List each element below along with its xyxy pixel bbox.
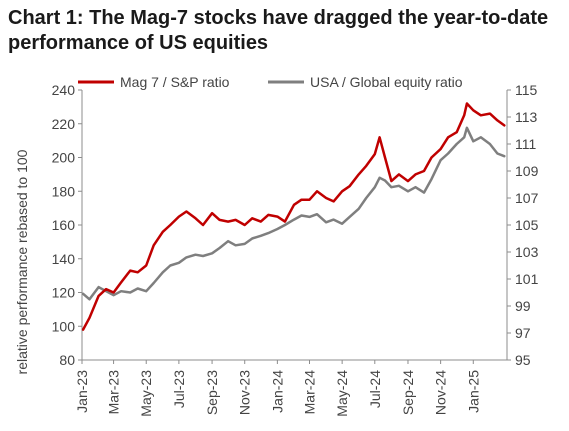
plot-series <box>81 102 506 331</box>
y-right-tick-label: 97 <box>515 325 531 341</box>
y-right-tick-label: 115 <box>515 82 538 98</box>
legend-label-mag7: Mag 7 / S&P ratio <box>120 74 230 90</box>
x-tick-label: Sep-24 <box>400 370 416 415</box>
y-left-tick-label: 200 <box>52 150 76 166</box>
y-right-tick-label: 105 <box>515 217 539 233</box>
y-left-tick-label: 180 <box>52 183 76 199</box>
y-left-tick-label: 220 <box>52 116 76 132</box>
y-right-tick-label: 99 <box>515 298 531 314</box>
y-right-tick-label: 103 <box>515 244 539 260</box>
x-tick-label: Jul-23 <box>171 370 187 408</box>
x-tick-label: Nov-24 <box>433 370 449 415</box>
series-line-usa-global <box>81 126 506 301</box>
y-right-tick-label: 95 <box>515 352 531 368</box>
y-left-tick-label: 100 <box>52 318 76 334</box>
y-left-tick-label: 160 <box>52 217 76 233</box>
x-tick-label: Sep-23 <box>204 370 220 415</box>
legend: Mag 7 / S&P ratio USA / Global equity ra… <box>78 74 463 90</box>
y-right-tick-label: 111 <box>515 136 536 152</box>
y-axis-title: relative performance rebased to 100 <box>14 149 30 374</box>
y-left-tick-label: 140 <box>52 251 76 267</box>
x-tick-label: Jul-24 <box>367 370 383 408</box>
x-tick-label: Jan-24 <box>269 370 285 413</box>
series-line-mag7 <box>81 102 506 331</box>
x-tick-label: Jan-23 <box>74 370 90 413</box>
chart-title: Chart 1: The Mag-7 stocks have dragged t… <box>8 7 549 54</box>
y-left-tick-label: 80 <box>59 352 75 368</box>
x-tick-label: Nov-23 <box>237 370 253 415</box>
y-right-tick-label: 101 <box>515 271 539 287</box>
legend-label-usa-global: USA / Global equity ratio <box>310 74 463 90</box>
y-axis-right: 95 97 99 101 103 105 107 109 111 113 115 <box>506 82 539 368</box>
y-right-tick-label: 109 <box>515 163 539 179</box>
y-axis-left: 80 100 120 140 160 180 200 220 240 <box>52 82 83 368</box>
y-left-tick-label: 240 <box>52 82 76 98</box>
x-tick-label: May-24 <box>334 370 350 417</box>
y-left-tick-label: 120 <box>52 285 76 301</box>
y-right-tick-label: 113 <box>515 109 538 125</box>
x-axis: Jan-23 Mar-23 May-23 Jul-23 Sep-23 Nov-23 Jan-… <box>74 359 507 417</box>
y-right-tick-label: 107 <box>515 190 539 206</box>
x-tick-label: Mar-24 <box>301 370 317 415</box>
x-tick-label: Mar-23 <box>106 370 122 415</box>
x-tick-label: May-23 <box>138 370 154 417</box>
x-tick-label: Jan-25 <box>465 370 481 413</box>
